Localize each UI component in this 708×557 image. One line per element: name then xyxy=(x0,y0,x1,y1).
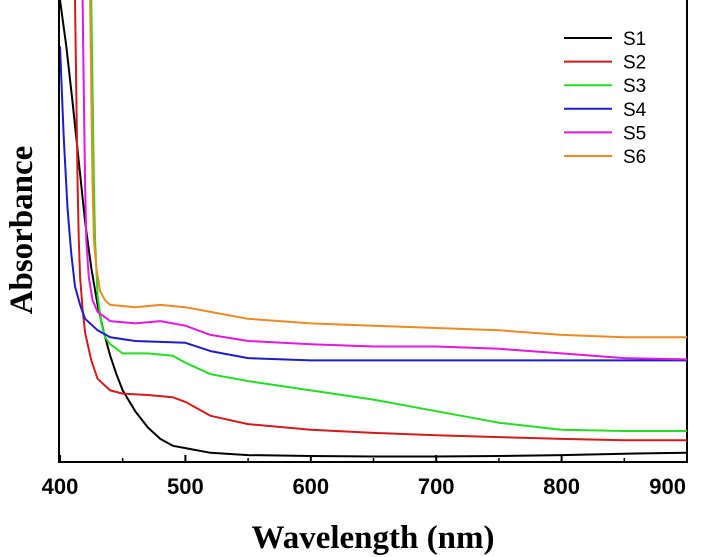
legend-label-s4: S4 xyxy=(623,100,647,121)
series-line-s6 xyxy=(89,0,687,339)
legend-label-s6: S6 xyxy=(623,147,646,168)
x-tick-label-900: 900 xyxy=(649,474,686,499)
y-axis-title: Absorbance xyxy=(4,146,40,315)
x-tick-label-500: 500 xyxy=(167,474,204,499)
x-tick-label-700: 700 xyxy=(418,474,455,499)
series-line-s2 xyxy=(74,0,687,442)
plot-frame xyxy=(58,0,688,463)
series-line-s1 xyxy=(60,0,687,458)
legend-label-s1: S1 xyxy=(623,29,646,50)
series-line-s4 xyxy=(60,46,687,362)
legend-label-s5: S5 xyxy=(623,123,646,144)
legend-label-s2: S2 xyxy=(623,53,646,74)
legend-label-s3: S3 xyxy=(623,76,646,97)
x-tick-label-800: 800 xyxy=(543,474,580,499)
series-line-s5 xyxy=(81,0,687,361)
x-tick-label-600: 600 xyxy=(292,474,329,499)
x-axis-title: Wavelength (nm) xyxy=(252,520,495,556)
series-line-s3 xyxy=(90,0,687,432)
x-tick-label-400: 400 xyxy=(42,474,79,499)
